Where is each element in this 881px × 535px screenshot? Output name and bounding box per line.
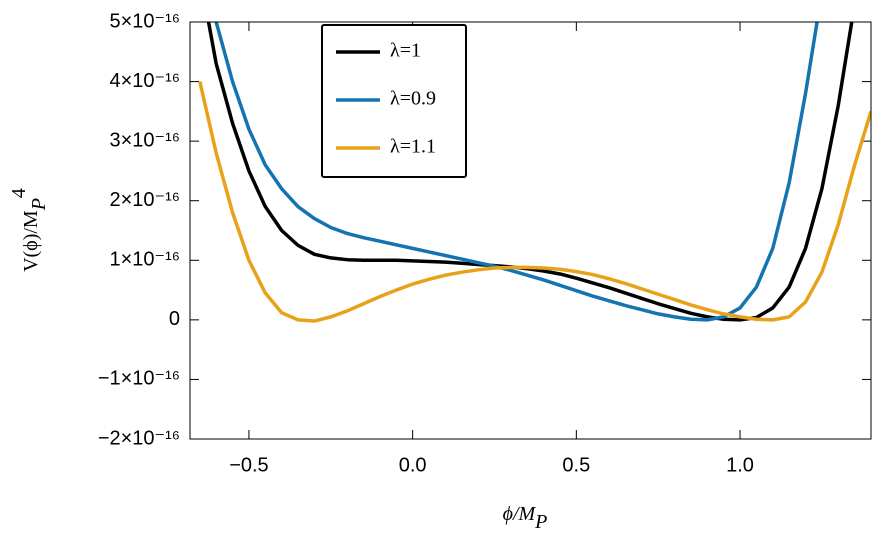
series-line [206,22,854,322]
y-tick-label: 0 [169,308,180,330]
y-tick-label: 5×10⁻¹⁶ [110,10,181,32]
x-tick-label: 1.0 [726,454,754,476]
legend: λ=1 λ=0.9 λ=1.1 [321,24,467,178]
x-label-main: ϕ/M [503,503,537,525]
y-tick-label: 4×10⁻¹⁶ [110,70,181,92]
x-tick-label: 0.5 [562,454,590,476]
series-line [214,22,819,322]
y-tick-label: 2×10⁻¹⁶ [110,189,181,211]
y-label-sup: 4 [8,188,30,198]
x-tick-label: 0.0 [399,454,427,476]
x-axis-label: ϕ/MP [503,503,548,533]
x-label-sub: P [534,511,547,533]
y-label-sub: P [28,198,50,211]
legend-label: λ=1.1 [390,136,436,158]
y-tick-label: 1×10⁻¹⁶ [110,249,181,271]
series-line [198,81,871,323]
y-axis-label: V(ϕ)/MP4 [8,188,50,272]
x-tick-label: −0.5 [229,454,268,476]
plot-lines [198,22,871,323]
legend-label: λ=0.9 [390,88,436,110]
y-tick-label: −1×10⁻¹⁶ [98,368,180,390]
plot-frame [189,21,872,440]
y-tick-label: 3×10⁻¹⁶ [110,129,181,151]
legend-label: λ=1 [390,40,421,62]
y-tick-label: −2×10⁻¹⁶ [98,427,180,449]
y-label-main: V(ϕ)/M [20,210,42,272]
legend-box [321,24,467,178]
